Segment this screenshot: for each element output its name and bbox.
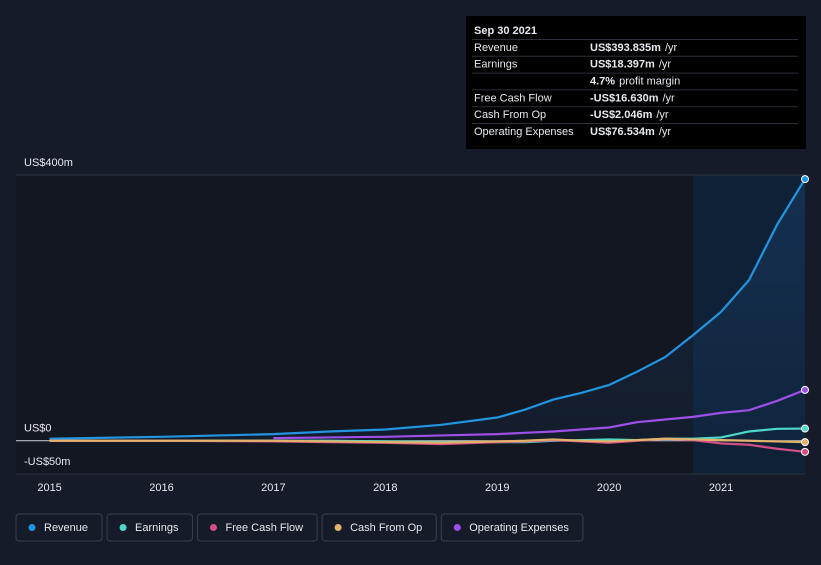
y-tick-label: US$0 [24, 423, 52, 435]
legend-button[interactable] [15, 513, 103, 542]
legend-item[interactable]: Revenue [15, 513, 103, 542]
legend-item[interactable]: Free Cash Flow [196, 513, 318, 542]
x-tick-label: 2015 [37, 482, 61, 494]
tooltip-value: -US$2.046m [590, 109, 653, 121]
x-tick-label: 2020 [597, 482, 621, 494]
series-line [49, 178, 806, 440]
margin-value: 4.7% [590, 76, 615, 88]
tooltip-unit: /yr [656, 109, 669, 121]
x-tick-label: 2017 [261, 482, 285, 494]
legend-item[interactable]: Operating Expenses [440, 513, 584, 542]
series-line [273, 388, 806, 440]
tooltip-value: US$393.835m [590, 42, 661, 54]
legend-button[interactable] [321, 513, 437, 542]
end-point [801, 385, 809, 394]
tooltip-value: US$18.397m [590, 59, 655, 71]
tooltip-value: US$76.534m [590, 126, 655, 138]
legend-item[interactable]: Cash From Op [321, 513, 437, 542]
legend-button[interactable] [196, 513, 318, 542]
x-tick-label: 2018 [373, 482, 397, 494]
legend-swatch [119, 524, 127, 531]
tooltip-date: Sep 30 2021 [474, 25, 537, 37]
tooltip-label: Cash From Op [474, 109, 546, 121]
legend-label[interactable]: Earnings [135, 522, 179, 534]
tooltip-value: -US$16.630m [590, 92, 659, 104]
revenue-area [49, 179, 806, 441]
legend-swatch [453, 524, 461, 531]
y-tick-label: US$400m [24, 157, 73, 169]
x-tick-label: 2019 [485, 482, 509, 494]
end-point [801, 175, 809, 184]
end-point [801, 424, 809, 433]
legend-swatch [209, 524, 217, 531]
end-point [801, 447, 809, 456]
tooltip-box [466, 16, 806, 149]
tooltip-unit: /yr [665, 42, 678, 54]
legend-swatch [28, 524, 36, 531]
y-tick-label: -US$50m [24, 456, 70, 468]
tooltip-unit: /yr [663, 92, 676, 104]
tooltip-label: Earnings [474, 59, 518, 71]
legend-label[interactable]: Free Cash Flow [225, 522, 303, 534]
legend-button[interactable] [106, 513, 193, 542]
legend-label[interactable]: Cash From Op [350, 522, 422, 534]
end-point [801, 438, 809, 447]
tooltip-label: Revenue [474, 42, 518, 54]
legend-swatch [334, 524, 342, 531]
legend-button[interactable] [440, 513, 584, 542]
margin-label: profit margin [619, 76, 680, 88]
tooltip-unit: /yr [659, 126, 672, 138]
legend-label[interactable]: Revenue [44, 522, 88, 534]
tooltip-label: Free Cash Flow [474, 92, 552, 104]
legend-label[interactable]: Operating Expenses [469, 522, 569, 534]
tooltip-label: Operating Expenses [474, 126, 574, 138]
x-tick-label: 2021 [709, 482, 733, 494]
x-tick-label: 2016 [149, 482, 173, 494]
legend-item[interactable]: Earnings [106, 513, 193, 542]
series-line [49, 437, 806, 444]
tooltip-unit: /yr [659, 59, 672, 71]
